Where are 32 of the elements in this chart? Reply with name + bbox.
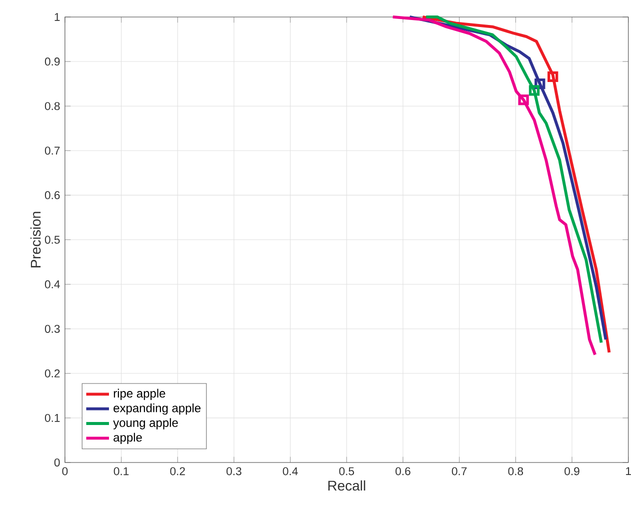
legend-label: young apple bbox=[113, 418, 178, 430]
x-tick-label: 0 bbox=[62, 466, 68, 475]
x-tick-label: 0.6 bbox=[396, 466, 410, 475]
point bbox=[548, 71, 558, 82]
y-tick-label: 0.6 bbox=[44, 190, 60, 199]
legend-label: apple bbox=[114, 432, 142, 444]
y-tick-label: 1 bbox=[54, 12, 60, 21]
x-tick-label: 0.2 bbox=[170, 466, 185, 475]
y-tick-label: 0 bbox=[54, 458, 60, 466]
x-tick-label: 0.8 bbox=[508, 466, 524, 475]
line-series bbox=[391, 15, 597, 356]
x-tick-label: 0.9 bbox=[564, 466, 580, 475]
x-tick-label: 1 bbox=[626, 466, 631, 475]
point bbox=[518, 94, 529, 105]
x-tick-label: 0.5 bbox=[339, 466, 354, 475]
legend-label: ripe apple bbox=[114, 388, 166, 400]
x-axis-title: Recall bbox=[328, 480, 366, 490]
point bbox=[528, 84, 540, 96]
y-tick-label: 0.8 bbox=[44, 102, 60, 110]
x-tick-label: 0.4 bbox=[282, 466, 298, 475]
y-axis-title: Precision bbox=[30, 212, 41, 268]
legend-label: expanding apple bbox=[114, 403, 201, 414]
y-tick-label: 0.9 bbox=[44, 57, 60, 66]
y-tick-label: 0.7 bbox=[44, 146, 60, 154]
x-tick-label: 0.1 bbox=[114, 466, 129, 475]
y-tick-label: 0.2 bbox=[44, 369, 60, 378]
x-tick-label: 0.3 bbox=[226, 466, 242, 475]
y-tick-label: 0.3 bbox=[44, 324, 60, 333]
y-tick-label: 0.1 bbox=[44, 414, 60, 422]
y-tick-label: 0.5 bbox=[44, 236, 60, 244]
y-tick-label: 0.4 bbox=[44, 280, 60, 288]
x-tick-label: 0.7 bbox=[452, 466, 467, 475]
